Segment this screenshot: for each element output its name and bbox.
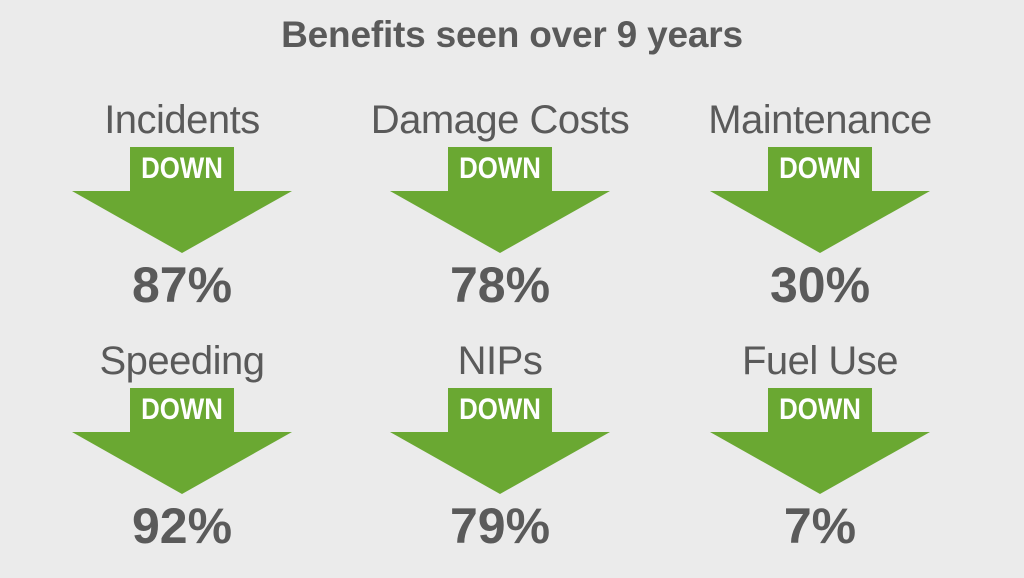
page-title: Benefits seen over 9 years xyxy=(281,14,743,55)
direction-label: DOWN xyxy=(141,393,223,426)
stat-incidents: Incidents DOWN 87% xyxy=(32,97,332,337)
down-arrow-icon xyxy=(72,388,292,494)
stat-value: 30% xyxy=(769,257,871,313)
down-arrow-icon xyxy=(72,147,292,253)
down-arrow-icon xyxy=(390,147,610,253)
stat-value: 92% xyxy=(131,498,233,554)
stat-label: Incidents xyxy=(104,98,260,142)
stat-maintenance: Maintenance DOWN 30% xyxy=(670,97,970,337)
stat-value: 87% xyxy=(131,257,233,313)
direction-label: DOWN xyxy=(141,152,223,185)
stat-label: Speeding xyxy=(99,339,265,383)
direction-label: DOWN xyxy=(459,393,541,426)
stat-label: Fuel Use xyxy=(741,339,899,383)
direction-label: DOWN xyxy=(459,152,541,185)
stat-nips: NIPs DOWN 79% xyxy=(350,338,650,578)
direction-label: DOWN xyxy=(779,152,861,185)
stat-damage-costs: Damage Costs DOWN 78% xyxy=(350,97,650,337)
down-arrow-icon xyxy=(710,388,930,494)
stat-label: NIPs xyxy=(457,339,543,383)
stat-value: 79% xyxy=(449,498,551,554)
down-arrow-icon xyxy=(390,388,610,494)
direction-label: DOWN xyxy=(779,393,861,426)
stat-value: 7% xyxy=(783,498,857,554)
stat-label: Maintenance xyxy=(708,98,932,142)
down-arrow-icon xyxy=(710,147,930,253)
stat-value: 78% xyxy=(449,257,551,313)
stat-label: Damage Costs xyxy=(370,98,630,142)
stat-fuel-use: Fuel Use DOWN 7% xyxy=(670,338,970,578)
stat-speeding: Speeding DOWN 92% xyxy=(32,338,332,578)
